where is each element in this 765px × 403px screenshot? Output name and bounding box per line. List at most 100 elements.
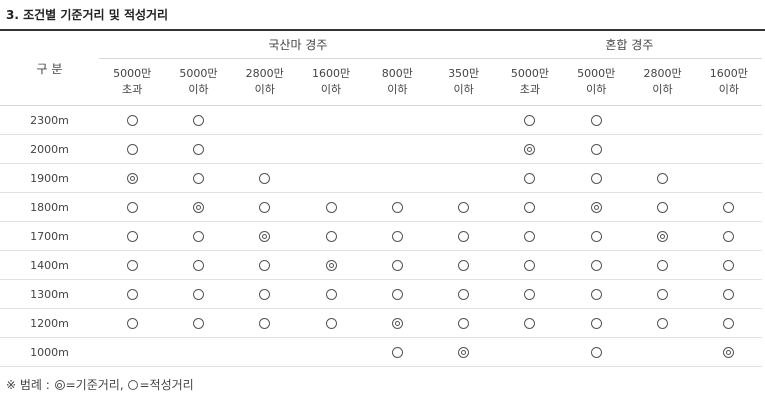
table-cell (231, 279, 298, 309)
suitable-distance-mark-icon (524, 260, 536, 271)
suitable-distance-mark-icon (126, 202, 138, 213)
table-cell (695, 163, 762, 193)
subheader-line: 1600만 (709, 67, 748, 80)
suitable-distance-mark-icon (590, 115, 602, 126)
key-distance-mark-icon (723, 347, 735, 358)
table-cell (99, 308, 166, 338)
suitable-distance-mark-icon (192, 318, 204, 329)
subheader-line: 1600만 (311, 67, 351, 80)
table-cell (165, 221, 232, 251)
suitable-distance-mark-icon (126, 289, 138, 300)
table-cell (563, 192, 630, 222)
table-cell (165, 279, 232, 309)
suitable-distance-mark-icon (524, 318, 536, 329)
table-cell (364, 105, 431, 135)
table-cell (695, 308, 762, 338)
table-body: 2300m 2000m 1900m 1800m 1700m 1400m 1300m 1200m… (0, 105, 762, 367)
group-header-domestic: 국산마 경주 (99, 31, 497, 59)
distance-table: 구 분 국산마 경주 혼합 경주 5000만 초과 5000만 이하 2800만 이하 16… (0, 31, 762, 367)
suitable-distance-mark-icon (126, 318, 138, 329)
suitable-distance-mark-icon (657, 173, 669, 184)
subheader-line: 초과 (519, 83, 541, 96)
suitable-distance-mark-icon (126, 260, 138, 271)
key-distance-mark-icon (259, 231, 271, 242)
subheader-line: 초과 (122, 83, 143, 96)
table-cell (297, 250, 365, 280)
subheader-line: 2800만 (245, 67, 284, 80)
suitable-distance-mark-icon (391, 260, 403, 271)
table-cell (496, 250, 564, 280)
suitable-distance-mark-icon (458, 260, 470, 271)
table-cell (629, 163, 696, 193)
section-title: 3. 조건별 기준거리 및 적성거리 (6, 8, 169, 22)
distance-label: 1300m (0, 279, 99, 309)
table-row: 1200m (0, 308, 762, 338)
table-cell (99, 221, 166, 251)
table-cell (629, 134, 696, 164)
table-cell (563, 221, 630, 251)
distance-label: 1800m (0, 192, 99, 222)
group-header-mixed: 혼합 경주 (496, 31, 762, 59)
table-cell (165, 308, 232, 338)
table-cell (695, 221, 762, 251)
table-cell (563, 337, 630, 367)
suitable-distance-mark-icon (391, 231, 403, 242)
key-distance-mark-icon (325, 260, 337, 271)
table-cell (297, 134, 365, 164)
suitable-distance-mark-icon (259, 260, 271, 271)
table-cell (165, 163, 232, 193)
table-cell (99, 105, 166, 135)
table-cell (99, 279, 166, 309)
suitable-distance-mark-icon (524, 231, 536, 242)
table-cell (231, 221, 298, 251)
table-cell (364, 250, 431, 280)
table-cell (496, 279, 564, 309)
table-cell (695, 105, 762, 135)
table-row: 1000m (0, 337, 762, 367)
table-cell (629, 279, 696, 309)
table-cell (496, 221, 564, 251)
table-cell (629, 221, 696, 251)
table-cell (629, 192, 696, 222)
distance-label: 1000m (0, 337, 99, 367)
key-distance-mark-icon (54, 380, 65, 390)
table-cell (99, 192, 166, 222)
suitable-distance-mark-icon (657, 289, 669, 300)
distance-label: 1700m (0, 221, 99, 251)
suitable-distance-mark-icon (723, 289, 735, 300)
table-cell (430, 308, 497, 338)
table-cell (629, 105, 696, 135)
table-cell (496, 105, 564, 135)
table-cell (165, 105, 232, 135)
table-cell (430, 134, 497, 164)
suitable-distance-mark-icon (524, 115, 536, 126)
table-cell (231, 105, 298, 135)
subheader-line: 이하 (453, 83, 474, 96)
table-cell (496, 192, 564, 222)
table-cell (430, 279, 497, 309)
table-cell (231, 134, 298, 164)
suitable-distance-mark-icon (192, 173, 204, 184)
suitable-distance-mark-icon (259, 202, 271, 213)
table-cell (695, 192, 762, 222)
table-cell (695, 250, 762, 280)
suitable-distance-mark-icon (458, 231, 470, 242)
table-cell (629, 308, 696, 338)
suitable-distance-mark-icon (590, 173, 602, 184)
suitable-distance-mark-icon (458, 318, 470, 329)
key-distance-mark-icon (458, 347, 470, 358)
table-cell (364, 192, 431, 222)
subheader-line: 이하 (387, 83, 408, 96)
distance-label: 1900m (0, 163, 99, 193)
table-cell (364, 308, 431, 338)
suitable-distance-mark-icon (723, 231, 735, 242)
table-cell (99, 337, 166, 367)
subheader-line: 이하 (320, 83, 342, 96)
subheader-cell: 1600만 이하 (695, 58, 762, 106)
table-cell (231, 250, 298, 280)
subheader-line: 800만 (381, 67, 413, 80)
subheader-line: 2800만 (643, 67, 682, 80)
table-cell (297, 308, 365, 338)
table-cell (165, 250, 232, 280)
